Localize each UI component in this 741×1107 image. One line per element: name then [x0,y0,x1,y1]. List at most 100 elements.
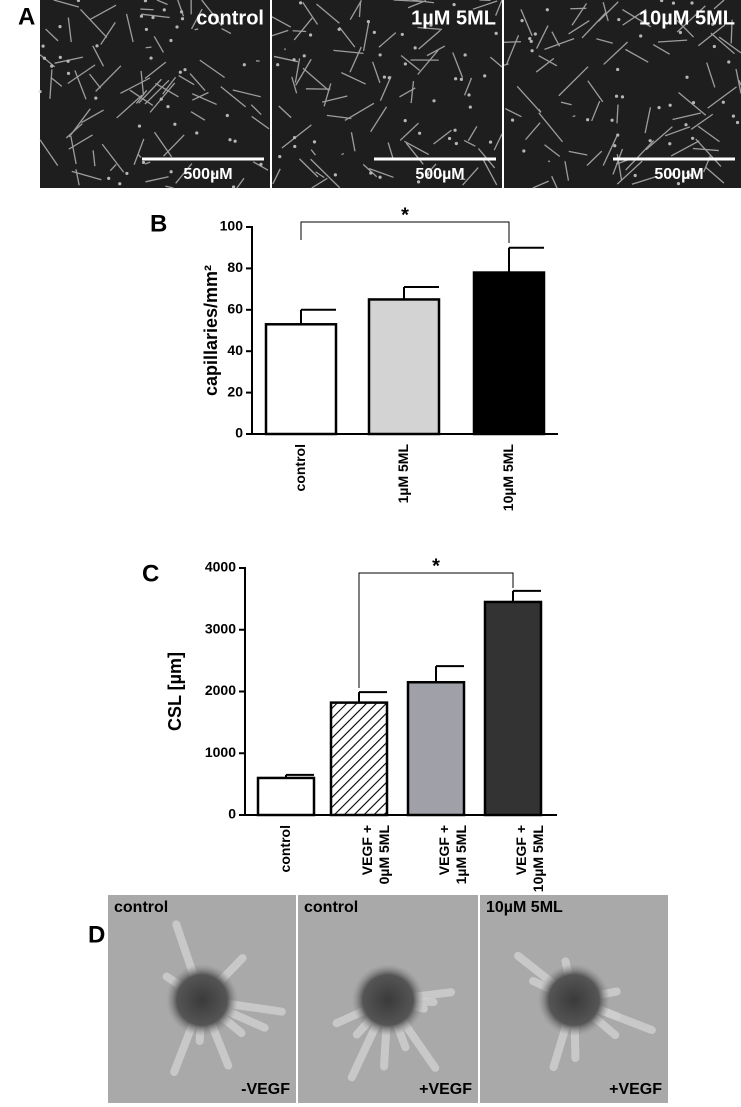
cell-strand [191,91,209,101]
cell-strand [707,86,737,109]
cell-strand [493,133,503,151]
cell-strand [299,158,319,178]
cell [468,105,472,109]
spheroid [332,964,456,1082]
cell-strand [472,0,498,10]
cell [38,89,42,94]
cell [610,118,614,122]
cell-strand [80,8,108,39]
cell [529,39,533,44]
cell [522,149,526,153]
cell-strand [568,150,588,156]
cell-strand [538,112,564,143]
cell-strand [70,135,77,165]
cell [617,17,621,22]
cell [169,170,173,174]
cell [387,76,391,80]
cell-strand [156,0,168,6]
cell [727,60,731,64]
cell-strand [190,8,203,30]
cell-strand [67,17,72,43]
scale-label: 500µM [183,166,232,183]
cell [689,173,693,177]
x-tick-label-line: VEGF + [359,825,375,875]
bar [329,701,389,817]
bar [256,776,316,817]
cell [678,30,683,35]
significance-bracket [358,572,514,688]
image-condition: +VEGF [419,1081,472,1098]
image-caption: 10µM 5ML [639,7,735,29]
cell-strand [378,32,397,48]
cell-strand [625,48,649,63]
cell-strand [155,82,179,98]
cell [530,49,534,53]
cell-strand [672,112,702,121]
cell-strand [271,16,292,28]
spheroid [514,951,656,1072]
y-tick-label: 40 [227,342,243,358]
cell [259,162,263,166]
cell [613,144,617,148]
cell-strand [75,169,80,186]
scale-label: 500µM [415,166,464,183]
cell-strand [504,107,522,118]
cell-strand [616,160,643,185]
cell [614,94,619,98]
cell [685,75,689,79]
cell [94,96,98,100]
cell-strand [293,17,313,41]
cell-strand [149,82,176,113]
cell-strand [177,0,185,17]
cell [545,8,549,12]
cell-strand [144,79,170,105]
cell [488,140,493,144]
cell [144,27,149,32]
cell-strand [506,34,520,65]
spheroid [162,920,286,1077]
cell-strand [572,115,576,118]
cell [225,113,229,118]
cell [712,44,716,49]
cell-strand [315,171,325,179]
cell-strand [281,124,312,149]
cell [711,22,715,26]
cell-strand [92,45,105,67]
cell [670,172,674,176]
cell-strand [676,5,706,33]
bar [406,680,466,817]
cell [293,144,297,149]
spheroid-body [538,964,610,1036]
spheroid-body [166,964,238,1036]
cell [107,176,111,180]
cell-strand [571,3,588,26]
cell-strand [116,94,143,119]
cell [66,71,71,75]
cell-strand [53,0,79,8]
cell-strand [602,2,609,22]
cell-strand [520,9,533,36]
x-tick-label-line: control [277,825,293,872]
cell-strand [407,0,427,9]
cell-strand [272,168,281,185]
cell-strand [399,122,419,141]
cell [439,173,443,177]
cell-strand [625,140,655,171]
cell-strand [326,114,352,120]
cell [533,32,537,36]
cell-strand [602,136,618,166]
cell-strand [39,139,59,167]
cell-strand [631,175,657,185]
cell-strand [358,1,362,18]
cell [58,25,62,29]
cell-strand [74,70,87,100]
cell-strand [603,41,629,65]
bar [367,298,441,436]
cell [178,70,182,74]
cell [721,100,725,104]
cell [231,185,236,189]
cell-strand [587,80,604,103]
cell [195,131,199,135]
cell-strand [140,8,154,11]
y-tick-label: 0 [228,806,236,822]
